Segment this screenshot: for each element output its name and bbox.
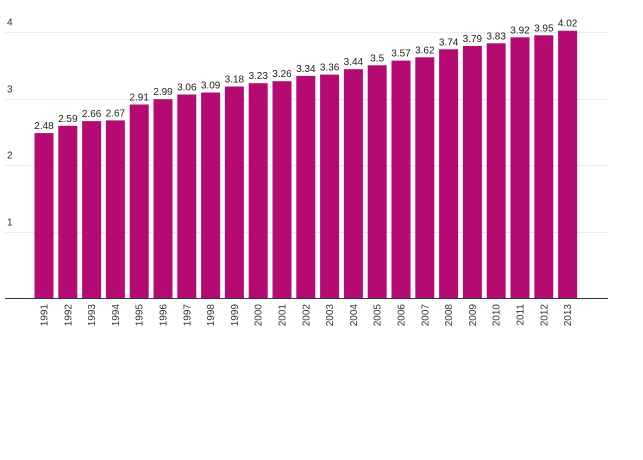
x-tick-label-1993: 1993 (87, 304, 98, 327)
bar-2009 (462, 46, 482, 298)
data-label-1994: 2.67 (106, 108, 126, 119)
x-tick-label-2003: 2003 (325, 304, 336, 327)
x-tick-label-2011: 2011 (516, 304, 527, 326)
bar-2012 (534, 35, 554, 299)
x-tick-label-2001: 2001 (278, 304, 289, 327)
x-tick-label-2008: 2008 (444, 304, 455, 327)
data-label-2013: 4.02 (558, 19, 578, 30)
bar-1996 (153, 99, 173, 298)
x-tick-label-2009: 2009 (468, 304, 479, 327)
bar-2008 (439, 49, 459, 298)
data-label-1996: 2.99 (153, 87, 173, 98)
data-label-2000: 3.23 (248, 71, 268, 82)
x-tick-label-2004: 2004 (349, 304, 360, 327)
data-label-1991: 2.48 (34, 121, 54, 132)
x-tick-label-1998: 1998 (206, 304, 217, 327)
bar-2001 (272, 81, 292, 298)
bar-2000 (248, 83, 268, 298)
bar-2003 (320, 74, 340, 298)
bar-1997 (177, 94, 197, 298)
data-label-2003: 3.36 (320, 63, 340, 74)
y-tick-label: 3 (7, 85, 13, 96)
y-tick-label: 1 (7, 218, 13, 229)
y-tick-label: 4 (7, 18, 13, 29)
bar-1998 (201, 92, 221, 298)
data-label-1998: 3.09 (201, 81, 221, 92)
data-label-2004: 3.44 (344, 57, 364, 68)
bar-1999 (224, 86, 244, 298)
bar-2005 (367, 65, 387, 299)
x-tick-label-2013: 2013 (563, 304, 574, 327)
data-label-1992: 2.59 (58, 114, 78, 125)
bar-2002 (296, 75, 316, 299)
bar-1994 (105, 120, 125, 299)
data-label-2007: 3.62 (415, 45, 435, 56)
data-label-2010: 3.83 (486, 31, 506, 42)
data-label-2012: 3.95 (534, 23, 554, 34)
x-axis-ticks: 1991 1992 1993 1994 1995 1996 1997 1998 1999 2000… (40, 304, 575, 327)
x-tick-label-2007: 2007 (420, 304, 431, 327)
x-tick-label-2010: 2010 (492, 304, 503, 327)
x-tick-label-2006: 2006 (397, 304, 408, 327)
x-tick-label-2000: 2000 (254, 304, 265, 327)
data-label-1997: 3.06 (177, 83, 197, 94)
x-tick-label-1991: 1991 (40, 304, 51, 327)
bar-2004 (343, 69, 363, 298)
bar-1992 (58, 125, 78, 298)
bar-1993 (82, 121, 102, 298)
x-tick-label-2012: 2012 (539, 304, 550, 327)
x-tick-label-2002: 2002 (301, 304, 312, 327)
bar-1995 (129, 104, 149, 298)
x-tick-label-2005: 2005 (373, 304, 384, 327)
x-tick-label-1997: 1997 (182, 304, 193, 327)
data-label-2002: 3.34 (296, 64, 316, 75)
bar-2007 (415, 57, 435, 298)
x-tick-label-1999: 1999 (230, 304, 241, 327)
data-label-2001: 3.26 (272, 69, 292, 80)
data-label-2011: 3.92 (510, 25, 530, 36)
data-label-2008: 3.74 (439, 37, 459, 48)
x-tick-label-1995: 1995 (135, 304, 146, 327)
data-label-1999: 3.18 (225, 75, 245, 86)
data-label-2006: 3.57 (391, 49, 411, 60)
y-axis-ticks: 1 2 3 4 (7, 18, 13, 229)
data-label-2005: 3.5 (370, 53, 384, 64)
bar-2006 (391, 60, 411, 298)
x-tick-label-1996: 1996 (159, 304, 170, 327)
x-tick-label-1994: 1994 (111, 304, 122, 327)
data-label-2009: 3.79 (463, 34, 483, 45)
bars (34, 30, 578, 299)
data-labels: 2.48 2.59 2.66 2.672.91 2.99 3.06 3.09 3.18 3.23… (34, 19, 578, 132)
y-tick-label: 2 (7, 151, 13, 162)
data-label-1995: 2.91 (129, 93, 149, 104)
data-label-1993: 2.66 (82, 109, 102, 120)
bar-1991 (34, 133, 54, 298)
x-tick-label-1992: 1992 (63, 304, 74, 327)
bar-2013 (558, 30, 578, 298)
bar-2011 (510, 37, 530, 299)
bar-2010 (486, 43, 506, 298)
